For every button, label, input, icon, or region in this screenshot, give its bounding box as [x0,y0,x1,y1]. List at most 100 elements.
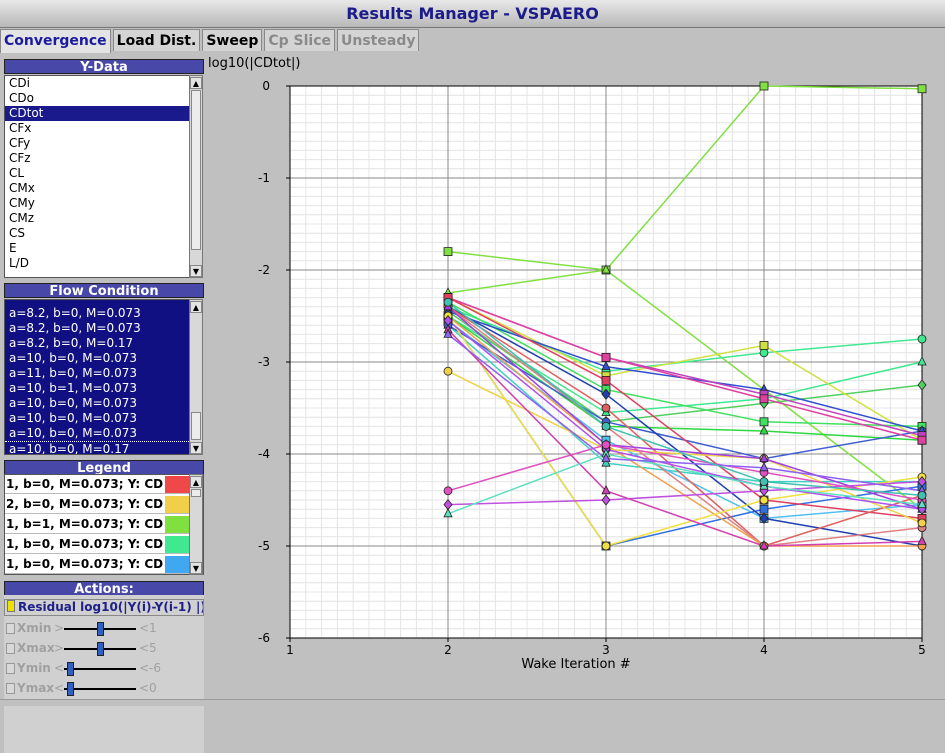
y-tick-label: 0 [262,79,270,93]
legend-swatch [165,536,191,553]
data-point [759,452,769,463]
ydata-item[interactable]: CFy [9,136,31,150]
flow-condition-item[interactable]: a=8.2, b=0, M=0.073 [9,321,141,335]
data-point [601,403,611,413]
residual-toggle[interactable]: Residual log10(|Y(i)-Y(i-1) |) [4,599,204,616]
y-tick-label: -2 [258,263,270,277]
xmin-slider[interactable] [64,622,136,636]
ydata-item[interactable]: CFx [9,121,32,135]
ymax-slider[interactable] [64,682,136,696]
flow-condition-item[interactable]: a=11, b=0, M=0.073 [9,366,138,380]
data-point [759,425,769,435]
scroll-up-icon[interactable]: ▲ [190,77,202,89]
checkbox-icon[interactable] [6,663,15,674]
series-line [447,296,923,441]
legend-label: 1, b=0, M=0.073; Y: CD [6,477,164,491]
data-point [601,360,611,371]
slider-row-xmax: Xmax > <5 [4,639,204,658]
tab-sweep[interactable]: Sweep [202,29,263,51]
data-point [759,394,769,404]
actions-panel: Residual log10(|Y(i)-Y(i-1) |) Xmin > <1 Xm… [4,595,204,753]
y-axis-title: log10(|CDtot|) [208,56,301,71]
flow-scrollbar[interactable]: ▲ ▼ [189,299,203,455]
flow-condition-item[interactable]: a=10, b=0, M=0.073 [9,411,138,425]
slider-decrement[interactable]: > [54,641,65,655]
legend-swatch [165,516,191,533]
data-point [759,461,769,472]
flow-condition-list[interactable]: a=8.2, b=0, M=0.073 a=8.2, b=0, M=0.073 a=… [4,299,190,455]
tab-load-dist[interactable]: Load Dist. [112,29,201,51]
y-tick-label: -4 [258,447,270,461]
ydata-item[interactable]: E [9,241,17,255]
data-point [601,375,611,385]
ydata-item[interactable]: CDtot [5,106,189,121]
slider-decrement[interactable]: > [54,621,65,635]
series-line [447,333,923,492]
data-point [917,84,927,94]
ydata-item[interactable]: L/D [9,256,29,270]
slider-knob[interactable] [67,682,74,696]
data-point [601,494,611,506]
ydata-item[interactable]: CMx [9,181,35,195]
ydata-list[interactable]: CDi CDo CDtot CFx CFy CFz CL CMx CMy CMz CS E L/D [4,75,190,278]
scroll-down-icon[interactable]: ▼ [190,562,202,574]
slider-decrement[interactable]: < [54,661,65,675]
ymin-slider[interactable] [64,662,136,676]
checkbox-icon[interactable] [6,683,15,694]
slider-row-xmin: Xmin > <1 [4,619,204,638]
slider-value: 1 [149,621,157,635]
slider-knob[interactable] [67,662,74,676]
data-point [917,518,927,528]
data-point [443,328,453,338]
xmax-slider[interactable] [64,642,136,656]
ydata-item[interactable]: CS [9,226,25,240]
slider-value: 5 [149,641,157,655]
slider-increment[interactable]: < [139,641,150,655]
flow-condition-item[interactable]: a=8.2, b=0, M=0.17 [9,336,134,350]
checkbox-icon[interactable] [6,623,15,634]
slider-row-ymax: Ymax < <0 [4,679,204,698]
legend-label: 1, b=0, M=0.073; Y: CD [6,557,164,571]
scroll-down-icon[interactable]: ▼ [190,442,202,454]
slider-increment[interactable]: < [139,621,150,635]
slider-decrement[interactable]: < [54,681,65,695]
checkbox-icon[interactable] [7,600,15,612]
ydata-item[interactable]: CMy [9,196,35,210]
slider-knob[interactable] [97,642,104,656]
scroll-thumb[interactable] [191,412,201,440]
data-point [601,421,611,431]
data-point [759,348,769,358]
scroll-up-icon[interactable]: ▲ [190,301,202,313]
checkbox-icon[interactable] [6,643,15,654]
scroll-thumb[interactable] [191,90,201,250]
legend-row: 1, b=0, M=0.073; Y: CD [5,475,191,494]
series-line [447,320,923,510]
flow-condition-item[interactable]: a=8.2, b=0, M=0.073 [9,306,141,320]
scroll-thumb[interactable] [191,489,201,497]
scroll-down-icon[interactable]: ▼ [190,265,202,277]
slider-increment[interactable]: < [139,681,150,695]
flow-condition-item[interactable]: a=10, b=0, M=0.073 [9,351,138,365]
scroll-up-icon[interactable]: ▲ [190,476,202,488]
flow-condition-item[interactable]: a=10, b=0, M=0.073 [9,426,138,440]
ydata-item[interactable]: CDi [9,76,30,90]
flow-condition-item[interactable]: a=10, b=0, M=0.073 [9,396,138,410]
ydata-item[interactable]: CDo [9,91,34,105]
data-point [601,452,611,463]
flow-condition-item[interactable]: a=10, b=0, M=0.17 [5,441,189,454]
ydata-item[interactable]: CMz [9,211,35,225]
data-point [443,486,453,496]
flow-condition-item[interactable]: a=10, b=1, M=0.073 [9,381,138,395]
series-line [447,306,923,547]
slider-increment[interactable]: < [139,661,150,675]
window-bottom-border [0,699,945,706]
ydata-item[interactable]: CL [9,166,25,180]
data-point [759,417,769,427]
ydata-scrollbar[interactable]: ▲ ▼ [189,75,203,278]
series-line [447,306,923,547]
legend-scrollbar[interactable]: ▲ ▼ [189,474,203,575]
slider-knob[interactable] [97,622,104,636]
ydata-item[interactable]: CFz [9,151,31,165]
tab-convergence[interactable]: Convergence [0,29,111,53]
y-tick-label: -5 [258,539,270,553]
